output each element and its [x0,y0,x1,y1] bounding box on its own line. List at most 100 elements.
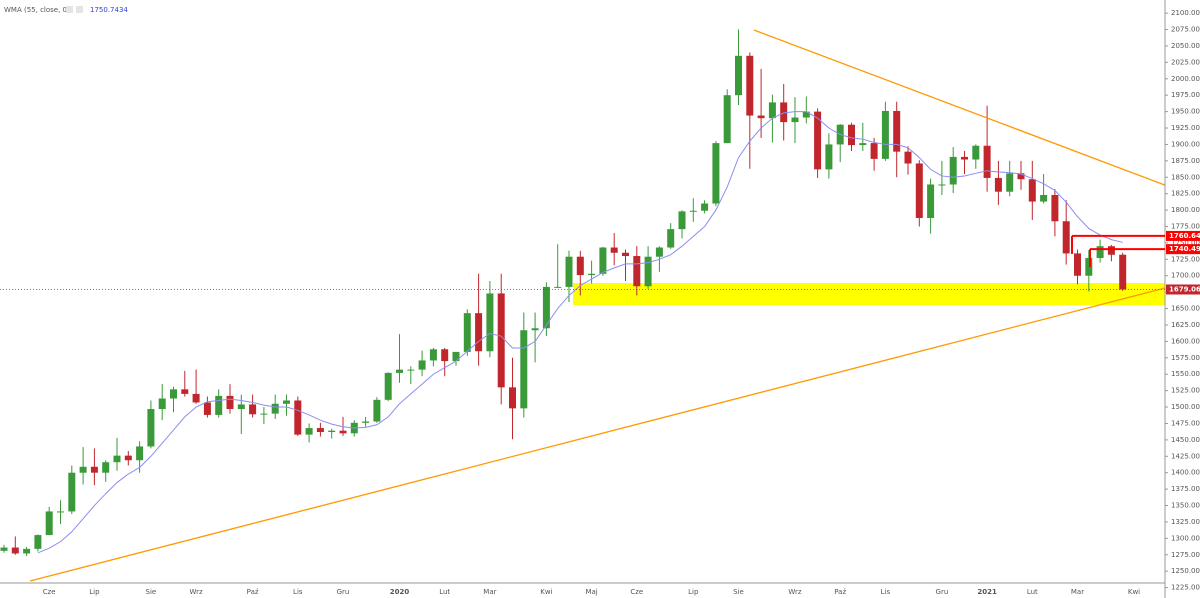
candle-body [362,421,370,423]
y-tick-label: 2075.00 [1171,26,1200,34]
x-tick-label: Maj [585,588,597,596]
legend-value: 1750.7434 [90,6,128,14]
support-zone [573,283,1165,305]
candle-body [848,124,855,146]
candle-body [441,349,449,362]
candle-body [870,143,878,159]
y-tick-label: 1375.00 [1171,485,1200,493]
candle-body [11,547,19,554]
candle-body [249,404,257,415]
y-tick-label: 1550.00 [1171,370,1200,378]
y-tick-label: 1875.00 [1171,157,1200,165]
x-tick-label: Wrz [788,588,801,596]
candle-body [949,156,957,185]
candle-body [429,349,437,361]
y-tick-label: 1525.00 [1171,387,1200,395]
candle-body [0,547,8,551]
y-tick-label: 1300.00 [1171,534,1200,542]
candle-body [701,203,709,211]
candle-body [1119,254,1127,290]
candle-body [215,395,223,415]
support-trendline [29,278,1200,582]
candle-body [260,413,268,415]
candle-body [689,210,697,212]
candle-body [599,247,607,274]
x-tick-label: Cze [43,588,56,596]
y-tick-label: 1475.00 [1171,419,1200,427]
candle-body [237,404,245,410]
candle-body [633,256,641,287]
candle-body [1062,221,1070,254]
candle-body [927,184,935,218]
price-tag [1166,230,1200,241]
legend-icon [66,6,73,13]
candle-body [746,55,754,116]
x-tick-label: Kwi [540,588,552,596]
candle-body [316,428,324,432]
y-tick-label: 1650.00 [1171,305,1200,313]
candle-body [124,455,132,461]
candle-body [283,400,290,404]
candle-body [158,398,166,410]
candle-body [68,472,76,512]
y-tick-label: 2100.00 [1171,9,1200,17]
candle-body [554,286,562,288]
y-tick-label: 1275.00 [1171,551,1200,559]
legend-icon [76,6,83,13]
y-tick-label: 1225.00 [1171,584,1200,592]
x-tick-label: Wrz [190,588,203,596]
price-tag [1166,244,1200,255]
candle-body [814,111,822,170]
x-tick-label: Cze [630,588,643,596]
candle-body [1028,179,1036,202]
x-tick-label: Kwi [1128,588,1140,596]
x-tick-label: Paź [247,588,259,596]
candle-body [1107,246,1115,255]
x-tick-label: Lut [1027,588,1038,596]
price-axis [1165,0,1200,598]
y-tick-label: 1350.00 [1171,502,1200,510]
x-tick-label: Gru [337,588,350,596]
candle-body [588,273,596,276]
y-tick-label: 1975.00 [1171,91,1200,99]
resistance-trendline [753,29,1171,188]
candle-body [339,430,347,434]
candle-body [384,372,392,400]
candle-body [203,402,211,415]
x-tick-label: Paź [834,588,846,596]
candle-body [644,256,652,287]
candle-body [136,446,144,461]
x-tick-label: Lis [293,588,303,596]
y-tick-label: 1575.00 [1171,354,1200,362]
candle-body [23,548,31,554]
x-tick-label: Sie [146,588,157,596]
wma-line [37,111,1123,554]
candle-body [226,395,234,410]
candle-body [271,403,279,414]
candle-body [723,95,731,144]
candle-body [1017,173,1025,180]
y-tick-label: 1725.00 [1171,255,1200,263]
candle-body [994,177,1002,192]
candle-body [497,293,505,388]
price-tag-label: 1760.64 [1169,232,1200,240]
y-tick-label: 1625.00 [1171,321,1200,329]
candle-body [1051,194,1059,222]
y-tick-label: 2000.00 [1171,75,1200,83]
candle-body [972,145,980,160]
y-tick-label: 2025.00 [1171,58,1200,66]
candle-body [520,330,528,409]
candle-body [373,399,381,422]
candle-body [90,466,98,473]
candle-body [147,409,155,447]
candle-body [531,328,539,331]
x-tick-label: Sie [733,588,744,596]
price-tag [1166,284,1200,295]
y-tick-label: 1425.00 [1171,452,1200,460]
candle-body [181,389,189,394]
y-tick-label: 1325.00 [1171,518,1200,526]
candle-body [825,144,833,170]
candle-body [1096,246,1104,259]
y-tick-label: 1700.00 [1171,272,1200,280]
